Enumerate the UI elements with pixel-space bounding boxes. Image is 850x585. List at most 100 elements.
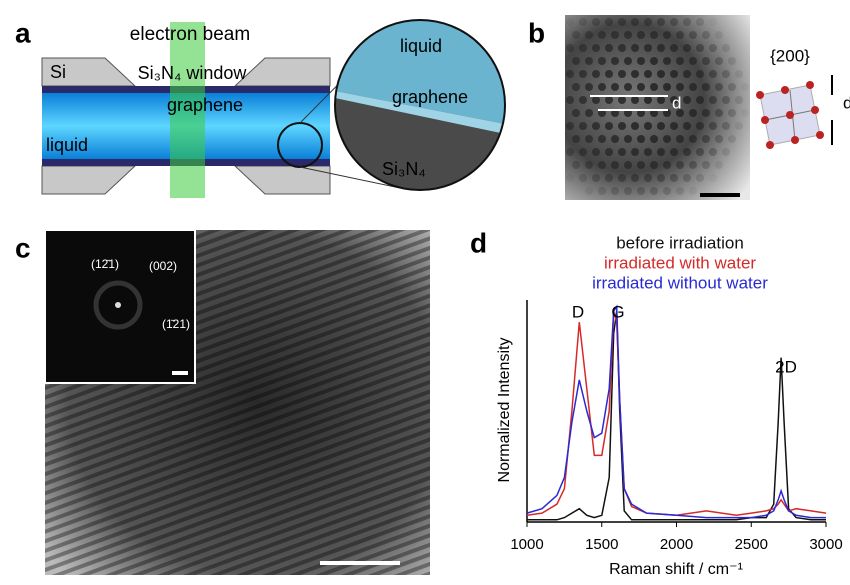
lattice-dot [696,44,704,52]
lattice-dot [650,31,658,39]
label: (002) [149,259,177,273]
lattice-dot [624,83,632,91]
figure: a electron beam Si Si₃N₄ window graphene… [0,0,850,580]
peak-label: D [572,302,584,321]
lattice-dot [650,135,658,143]
lattice-dot [592,174,600,182]
lattice-dot [585,187,593,195]
lattice-dot [631,148,639,156]
lattice-dot [650,83,658,91]
lattice-dot [631,70,639,78]
lattice-dot [579,44,587,52]
lattice-dot [579,18,587,26]
page: a electron beam Si Si₃N₄ window graphene… [0,0,850,580]
lattice-dot [611,161,619,169]
lattice-dot [618,70,626,78]
label: d [843,93,850,112]
x-axis-label: Raman shift / cm⁻¹ [609,561,743,578]
lattice-dot [605,18,613,26]
lattice-dot [579,122,587,130]
lattice-dot [644,174,652,182]
lattice-dot [735,70,743,78]
lattice-dot [657,44,665,52]
lattice-dot [663,187,671,195]
x-tick-label: 2500 [735,536,768,553]
peak-label: G [611,302,624,321]
lattice-dot [709,174,717,182]
lattice-dot [657,18,665,26]
label: Si₃N₄ window [138,63,248,83]
lattice-dot [572,31,580,39]
lattice-dot [709,148,717,156]
lattice-dot [728,135,736,143]
lattice-dot [611,135,619,143]
lattice-dot [715,109,723,117]
lattice-dot [644,44,652,52]
lattice-dot [605,122,613,130]
lattice-dot [572,161,580,169]
panel-label: c [15,232,31,263]
lattice-dot [579,174,587,182]
lattice-dot [624,31,632,39]
lattice-dot [728,83,736,91]
lattice-dot [637,57,645,65]
lattice-dot [579,148,587,156]
label: (12̄1) [91,257,119,271]
lattice-dot [722,148,730,156]
lattice-dot [611,31,619,39]
lattice-dot [676,83,684,91]
lattice-dot [585,135,593,143]
lattice-dot [709,18,717,26]
lattice-dot [592,44,600,52]
lattice-dot [566,70,574,78]
lattice-dot [689,31,697,39]
lattice-dot [722,70,730,78]
lattice-dot [657,122,665,130]
lattice-dot [715,57,723,65]
lattice-dot [605,44,613,52]
si-block [42,166,135,194]
lattice-dot [605,70,613,78]
lattice-dot [735,96,743,104]
lattice-dot [631,18,639,26]
lattice-dot [683,18,691,26]
label: (1̄21) [162,317,190,331]
lattice-dot [618,122,626,130]
lattice-dot [689,135,697,143]
lattice-dot [702,57,710,65]
lattice-dot [572,57,580,65]
label: electron beam [130,24,250,45]
lattice-dot [683,122,691,130]
lattice-dot [611,187,619,195]
lattice-dot [637,187,645,195]
lattice-dot [728,109,736,117]
lattice-dot [566,44,574,52]
lattice-dot [572,83,580,91]
lattice-dot [741,109,749,117]
lattice-dot [592,148,600,156]
lattice-dot [676,187,684,195]
lattice-dot [598,135,606,143]
lattice-dot [676,161,684,169]
lattice-dot [637,83,645,91]
lattice-dot [735,122,743,130]
lattice-dot [696,70,704,78]
lattice-dot [696,96,704,104]
lattice-dot [637,161,645,169]
lattice-dot [670,148,678,156]
lattice-dot [611,83,619,91]
lattice-dot [663,135,671,143]
lattice-dot [663,83,671,91]
lattice-dot [637,135,645,143]
label: Si₃N₄ [382,159,426,179]
lattice-dot [663,31,671,39]
lattice-dot [670,44,678,52]
lattice-dot [689,57,697,65]
lattice-dot [598,31,606,39]
label: d [672,93,681,112]
lattice-dot [566,174,574,182]
lattice-dot [683,148,691,156]
lattice-dot [709,44,717,52]
panel-label: d [470,227,487,258]
lattice-dot [598,187,606,195]
